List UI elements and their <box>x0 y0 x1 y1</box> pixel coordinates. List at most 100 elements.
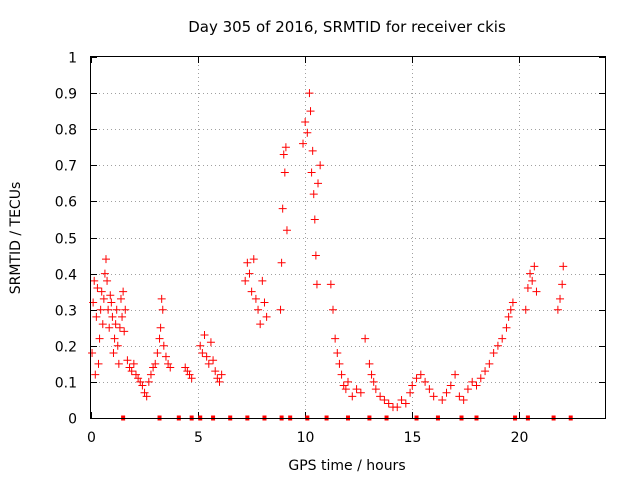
data-point <box>97 287 106 296</box>
data-point <box>149 363 158 372</box>
data-point <box>281 143 290 152</box>
data-point <box>88 349 97 358</box>
data-point <box>121 305 130 314</box>
data-point <box>241 276 250 285</box>
data-point <box>416 370 425 379</box>
data-point <box>185 370 194 379</box>
x-tick-label: 0 <box>87 430 96 446</box>
grid <box>91 57 605 418</box>
data-point <box>335 359 344 368</box>
data-point <box>183 367 192 376</box>
data-point <box>157 294 166 303</box>
data-point <box>279 150 288 159</box>
data-point <box>243 258 252 267</box>
data-point <box>468 377 477 386</box>
data-point <box>553 305 562 314</box>
data-point <box>277 258 286 267</box>
data-point <box>314 179 323 188</box>
data-point <box>306 107 315 116</box>
data-point <box>376 392 385 401</box>
data-point <box>311 251 320 260</box>
data-point <box>493 341 502 350</box>
data-point <box>508 298 517 307</box>
data-point <box>213 374 222 383</box>
data-points <box>88 89 573 421</box>
data-point <box>344 377 352 386</box>
data-point <box>506 305 515 314</box>
data-point <box>155 334 164 343</box>
data-point <box>181 363 190 372</box>
y-tick-label: 1 <box>68 51 77 67</box>
y-tick-label: 0.6 <box>55 195 77 211</box>
data-point <box>112 305 121 314</box>
data-point <box>309 190 318 199</box>
data-point <box>308 146 317 155</box>
data-point <box>301 117 310 126</box>
data-point <box>200 330 209 339</box>
data-point <box>109 349 118 358</box>
data-point <box>142 392 151 401</box>
data-point <box>204 359 213 368</box>
data-point <box>397 395 406 404</box>
data-point <box>164 359 173 368</box>
y-tick-label: 0.9 <box>55 87 77 103</box>
data-point <box>532 287 541 296</box>
x-axis-label: GPS time / hours <box>288 458 405 474</box>
data-point <box>156 323 165 332</box>
data-point <box>217 370 226 379</box>
data-point <box>115 323 124 332</box>
data-point <box>103 276 112 285</box>
data-point <box>476 374 485 383</box>
data-point <box>118 312 127 321</box>
data-point <box>113 341 122 350</box>
data-point <box>421 377 430 386</box>
data-point <box>361 334 370 343</box>
y-tick-label: 0.8 <box>55 123 77 139</box>
data-point <box>93 284 102 293</box>
data-point <box>316 161 325 170</box>
x-tick-label: 15 <box>404 430 422 446</box>
data-point <box>472 381 481 390</box>
data-point <box>282 226 291 235</box>
data-point <box>101 255 110 264</box>
data-point <box>408 381 417 390</box>
data-point <box>312 280 321 289</box>
data-point <box>106 291 115 300</box>
data-point <box>123 356 132 365</box>
data-point <box>92 312 101 321</box>
data-point <box>526 269 535 278</box>
data-point <box>310 215 319 224</box>
data-point <box>559 262 568 271</box>
data-point <box>256 320 265 329</box>
data-point <box>530 262 539 271</box>
data-point <box>451 370 460 379</box>
data-point <box>260 298 269 307</box>
data-point <box>333 349 342 358</box>
data-point <box>209 356 218 365</box>
data-point <box>356 388 365 397</box>
data-point <box>98 320 107 329</box>
data-point <box>247 287 256 296</box>
data-point <box>463 385 472 394</box>
data-point <box>245 269 254 278</box>
data-point <box>502 323 511 332</box>
data-point <box>442 388 451 397</box>
data-point <box>251 294 260 303</box>
data-point <box>116 294 125 303</box>
data-point <box>280 168 289 177</box>
data-point <box>258 276 267 285</box>
x-tick-label: 10 <box>297 430 315 446</box>
data-point <box>438 395 447 404</box>
data-point <box>329 305 338 314</box>
data-point <box>326 280 335 289</box>
data-point <box>278 204 287 213</box>
data-point <box>489 349 498 358</box>
data-point <box>429 392 438 401</box>
data-point <box>206 338 215 347</box>
data-point <box>96 305 105 314</box>
data-point <box>119 287 128 296</box>
data-point <box>337 370 346 379</box>
data-point <box>127 367 136 376</box>
axis-ticks: 00.10.20.30.40.50.60.70.80.910 5 10 15 20 <box>55 51 605 446</box>
